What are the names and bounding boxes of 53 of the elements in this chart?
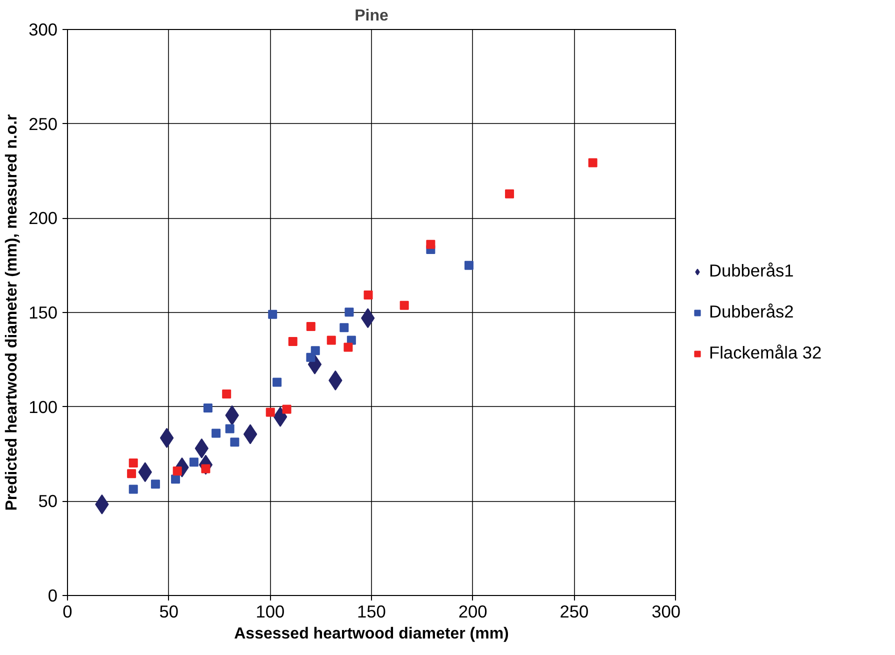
x-tick-label: 200 bbox=[458, 602, 488, 622]
y-tick-label: 100 bbox=[28, 396, 58, 417]
point bbox=[150, 480, 160, 489]
point bbox=[426, 240, 436, 249]
y-axis-title: Predicted heartwood diameter (mm), measured n.o.r bbox=[4, 114, 21, 511]
point bbox=[505, 189, 514, 198]
point bbox=[464, 260, 474, 270]
point bbox=[128, 484, 138, 494]
point bbox=[364, 290, 373, 300]
y-tick-label: 250 bbox=[28, 114, 58, 134]
point bbox=[344, 308, 354, 317]
point bbox=[273, 406, 288, 427]
point bbox=[282, 404, 292, 414]
point bbox=[310, 346, 320, 356]
point bbox=[160, 428, 174, 448]
y-tick-label: 0 bbox=[48, 586, 58, 606]
point bbox=[230, 438, 240, 447]
legend-label: Dubberås1 bbox=[709, 260, 794, 282]
point bbox=[340, 323, 349, 332]
point bbox=[272, 378, 282, 387]
point bbox=[288, 337, 298, 346]
point bbox=[203, 403, 212, 412]
point bbox=[326, 336, 336, 345]
point bbox=[171, 474, 180, 484]
chart-title: Pine bbox=[354, 8, 388, 24]
point bbox=[268, 310, 278, 319]
x-tick-label: 50 bbox=[159, 602, 178, 622]
legend-label: Flackemåla 32 bbox=[709, 342, 822, 364]
y-tick-label: 50 bbox=[38, 491, 58, 512]
x-tick-label: 250 bbox=[560, 602, 589, 622]
x-tick-label: 150 bbox=[357, 602, 386, 622]
point bbox=[127, 469, 136, 478]
x-tick-label: 300 bbox=[652, 602, 681, 622]
x-axis-title: Assessed heartwood diameter (mm) bbox=[234, 626, 509, 642]
point bbox=[225, 424, 234, 434]
point bbox=[306, 352, 316, 362]
x-tick-label: 0 bbox=[62, 602, 72, 622]
point bbox=[189, 458, 198, 467]
y-tick-label: 300 bbox=[28, 20, 58, 40]
point bbox=[344, 342, 353, 352]
point bbox=[306, 322, 316, 331]
point bbox=[212, 428, 221, 438]
point bbox=[588, 158, 598, 168]
point bbox=[128, 458, 138, 468]
point bbox=[400, 300, 409, 310]
point bbox=[172, 466, 182, 476]
x-tick-label: 100 bbox=[256, 602, 285, 622]
point bbox=[222, 390, 232, 399]
y-tick-label: 200 bbox=[28, 208, 58, 228]
point bbox=[266, 408, 275, 417]
y-tick-label: 150 bbox=[28, 302, 58, 322]
legend-label: Dubberås2 bbox=[709, 302, 794, 322]
point bbox=[243, 424, 258, 444]
